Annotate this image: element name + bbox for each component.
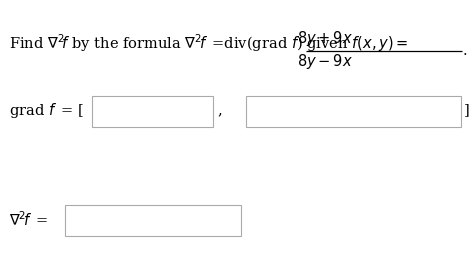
Text: Find $\nabla^2\!f$ by the formula $\nabla^2\!f\,$ =div(grad $f$) given $f(x, y) : Find $\nabla^2\!f$ by the formula $\nabl… [9, 33, 408, 54]
Text: $\nabla^2\!f\,$ =: $\nabla^2\!f\,$ = [9, 210, 48, 229]
FancyBboxPatch shape [92, 96, 213, 127]
Text: $8y - 9x$: $8y - 9x$ [297, 52, 353, 71]
Text: ]: ] [464, 103, 469, 118]
Text: $8y + 9x$: $8y + 9x$ [297, 29, 353, 48]
Text: ,: , [217, 103, 222, 118]
Text: .: . [463, 44, 468, 58]
FancyBboxPatch shape [65, 205, 241, 236]
FancyBboxPatch shape [246, 96, 461, 127]
Text: grad $f\,$ = [: grad $f\,$ = [ [9, 101, 83, 120]
